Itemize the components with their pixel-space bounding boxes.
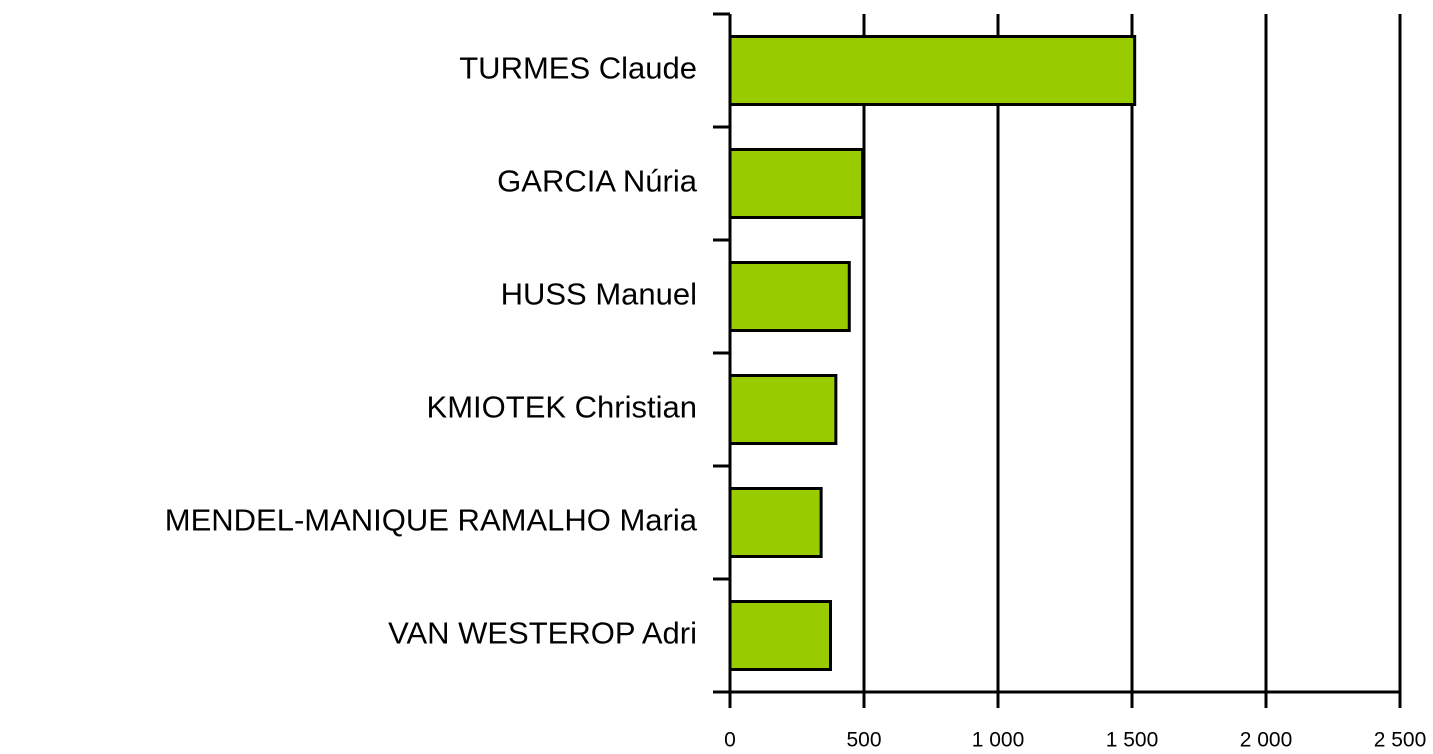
bar <box>728 35 1137 106</box>
y-tick-label: MENDEL-MANIQUE RAMALHO Maria <box>165 503 698 538</box>
x-tick-label: 2 000 <box>1240 729 1293 752</box>
y-tick-label: KMIOTEK Christian <box>427 390 697 425</box>
x-tick-label: 2 500 <box>1374 729 1427 752</box>
bar <box>728 374 838 445</box>
y-tick-label: VAN WESTEROP Adri <box>388 616 697 651</box>
y-tick-label: GARCIA Núria <box>497 164 698 199</box>
x-tick-label: 1 500 <box>1106 729 1159 752</box>
x-tick-label: 0 <box>724 729 736 752</box>
bar <box>728 487 823 558</box>
y-tick-label: TURMES Claude <box>459 51 697 86</box>
bar <box>728 261 851 332</box>
bar <box>728 148 865 219</box>
x-tick-label: 500 <box>846 729 881 752</box>
x-tick-label: 1 000 <box>972 729 1025 752</box>
bar <box>728 600 832 671</box>
y-tick-label: HUSS Manuel <box>501 277 697 312</box>
